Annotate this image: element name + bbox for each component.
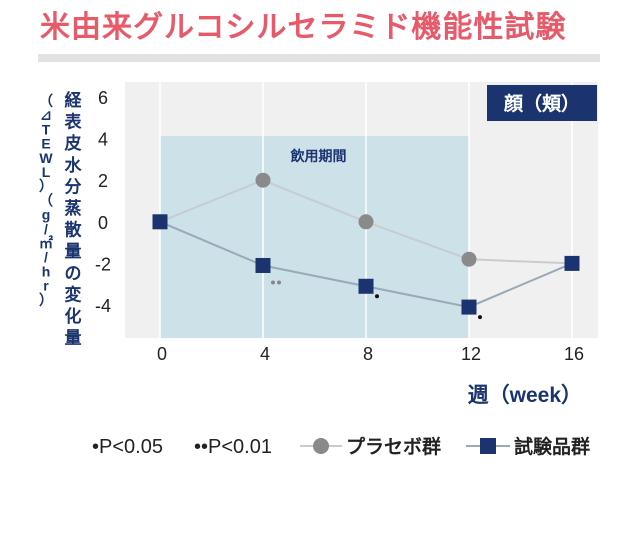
region-badge-label: 顔（頬） bbox=[503, 92, 580, 115]
legend-placebo-marker bbox=[313, 438, 329, 454]
placebo-point bbox=[461, 251, 477, 267]
x-tick-label: 16 bbox=[564, 344, 584, 364]
significance-mark-p001 bbox=[277, 280, 281, 285]
intake-period-shade bbox=[160, 136, 469, 338]
significance-mark-p001 bbox=[271, 280, 275, 285]
title-divider bbox=[38, 54, 600, 62]
test-group-point bbox=[152, 214, 168, 230]
x-axis-label: 週（week） bbox=[468, 383, 582, 407]
x-tick-label: 12 bbox=[461, 344, 481, 364]
y-tick-label: -2 bbox=[95, 254, 111, 274]
x-tick-label: 0 bbox=[157, 344, 167, 364]
x-tick-label: 4 bbox=[260, 344, 270, 364]
y-tick-label: -4 bbox=[95, 296, 111, 316]
legend-placebo-label: プラセボ群 bbox=[346, 435, 441, 458]
y-tick-label: 4 bbox=[98, 130, 108, 150]
significance-mark-p005 bbox=[375, 294, 379, 299]
test-group-point bbox=[255, 257, 271, 273]
chart-title: 米由来グルコシルセラミド機能性試験 bbox=[40, 11, 567, 44]
legend: •P<0.05 ••P<0.01 プラセボ群 試験品群 bbox=[92, 435, 590, 458]
x-tick-label: 8 bbox=[363, 344, 373, 364]
y-axis-label: 経表皮水分蒸散量の変化量 bbox=[65, 90, 83, 348]
test-group-point bbox=[461, 299, 477, 315]
legend-p001: ••P<0.01 bbox=[194, 436, 272, 458]
y-tick-label: 6 bbox=[98, 88, 108, 108]
legend-test-marker bbox=[480, 438, 496, 454]
significance-mark-p005 bbox=[478, 315, 482, 320]
y-tick-label: 0 bbox=[98, 213, 108, 233]
test-group-point bbox=[358, 278, 374, 294]
placebo-point bbox=[358, 214, 374, 230]
test-group-point bbox=[564, 255, 580, 271]
plot-area: 飲用期間 6 4 2 0 -2 -4 0 4 8 12 16 bbox=[95, 82, 598, 364]
y-axis-unit-label: （⊿ T E W L ）（ g / ㎡ / h r） bbox=[39, 93, 53, 308]
placebo-point bbox=[255, 172, 271, 188]
region-badge bbox=[487, 85, 597, 121]
y-tick-label: 2 bbox=[98, 171, 108, 191]
legend-test-label: 試験品群 bbox=[514, 435, 590, 458]
legend-p005: •P<0.05 bbox=[92, 436, 163, 458]
intake-period-label: 飲用期間 bbox=[290, 148, 347, 164]
